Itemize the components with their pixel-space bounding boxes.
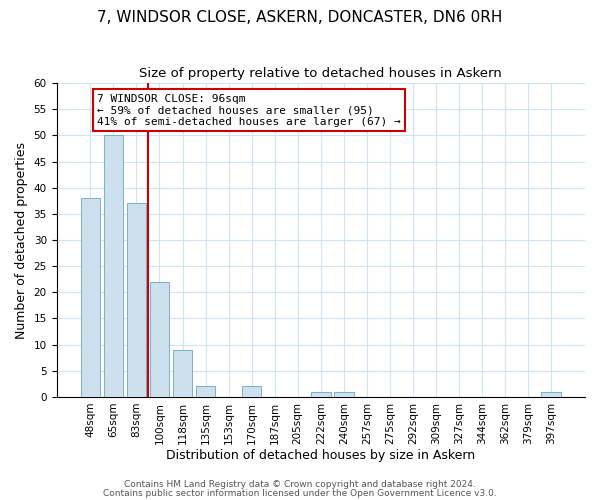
Bar [311,392,331,397]
Text: Contains HM Land Registry data © Crown copyright and database right 2024.: Contains HM Land Registry data © Crown c… [124,480,476,489]
Bar [149,282,169,397]
Bar [173,350,193,397]
Bar [80,198,100,397]
Text: 7 WINDSOR CLOSE: 96sqm
← 59% of detached houses are smaller (95)
41% of semi-det: 7 WINDSOR CLOSE: 96sqm ← 59% of detached… [97,94,401,126]
Title: Size of property relative to detached houses in Askern: Size of property relative to detached ho… [139,68,502,80]
Bar [541,392,561,397]
Bar [242,386,262,397]
Bar [196,386,215,397]
X-axis label: Distribution of detached houses by size in Askern: Distribution of detached houses by size … [166,450,475,462]
Bar [104,136,123,397]
Y-axis label: Number of detached properties: Number of detached properties [15,142,28,338]
Text: Contains public sector information licensed under the Open Government Licence v3: Contains public sector information licen… [103,489,497,498]
Text: 7, WINDSOR CLOSE, ASKERN, DONCASTER, DN6 0RH: 7, WINDSOR CLOSE, ASKERN, DONCASTER, DN6… [97,10,503,25]
Bar [127,204,146,397]
Bar [334,392,353,397]
